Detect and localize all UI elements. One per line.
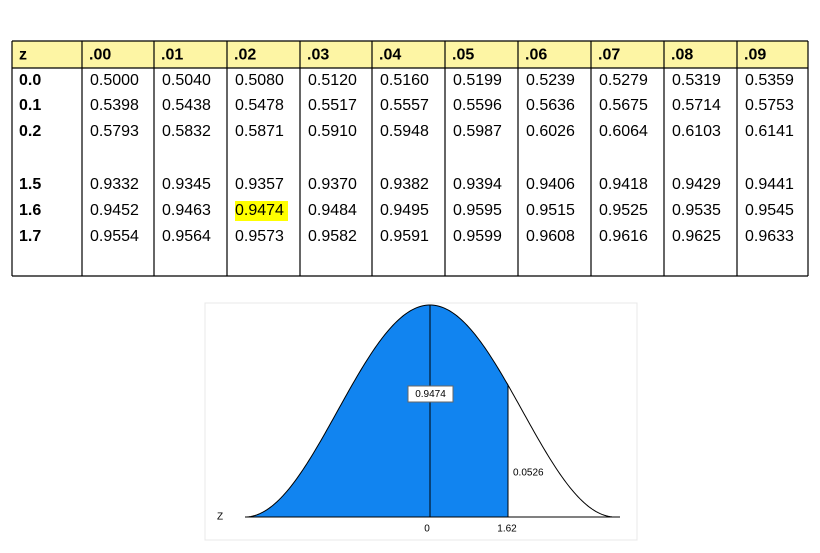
row-header: 0.0 (19, 72, 41, 89)
table-cell: 0.9345 (162, 176, 211, 193)
table-cell: 0.9625 (672, 228, 721, 245)
table-cell: 0.9332 (90, 176, 139, 193)
table-cell: 0.5793 (90, 123, 139, 140)
axis-label: Z (217, 512, 223, 523)
table-cell: 0.9535 (672, 202, 721, 219)
highlight (235, 201, 288, 221)
row-header: 1.6 (19, 202, 41, 219)
table-cell: 0.9595 (453, 202, 502, 219)
table-cell: 0.9382 (380, 176, 429, 193)
table-cell: 0.9484 (308, 202, 357, 219)
tick-label: 0 (424, 524, 430, 535)
table-cell: 0.5080 (235, 72, 284, 89)
header-background (12, 41, 808, 68)
table-cell: 0.5160 (380, 72, 429, 89)
column-header: .07 (598, 47, 620, 64)
table-cell: 0.6064 (599, 123, 648, 140)
row-header: 0.1 (19, 97, 41, 114)
column-header: .06 (525, 47, 547, 64)
table-cell: 0.9357 (235, 176, 284, 193)
table-cell: 0.5398 (90, 97, 139, 114)
table-cell: 0.6026 (526, 123, 575, 140)
column-header: .08 (671, 47, 693, 64)
column-header: .09 (744, 47, 766, 64)
table-cell: 0.9429 (672, 176, 721, 193)
table-cell: 0.5239 (526, 72, 575, 89)
row-header: 0.2 (19, 123, 41, 140)
row-header: 1.7 (19, 228, 41, 245)
table-cell: 0.5714 (672, 97, 721, 114)
table-cell: 0.5000 (90, 72, 139, 89)
table-cell: 0.5832 (162, 123, 211, 140)
table-cell: 0.9394 (453, 176, 502, 193)
table-cell: 0.9633 (745, 228, 794, 245)
table-cell: 0.9525 (599, 202, 648, 219)
table-cell: 0.9463 (162, 202, 211, 219)
area-label-box (407, 385, 454, 403)
table-cell: 0.9452 (90, 202, 139, 219)
table-cell: 0.5517 (308, 97, 357, 114)
area-right-label: 0.0526 (513, 468, 544, 479)
table-cell: 0.9564 (162, 228, 211, 245)
table-cell: 0.5120 (308, 72, 357, 89)
column-header: .04 (379, 47, 401, 64)
table-cell: 0.9582 (308, 228, 357, 245)
table-cell: 0.5199 (453, 72, 502, 89)
z-table: z .00 .01 .02 .03 .04 .05 .06 .07 .08 .09 0.0 0.5000… (11, 40, 809, 277)
table-cell: 0.5279 (599, 72, 648, 89)
table-cell: 0.5948 (380, 123, 429, 140)
table-cell: 0.9591 (380, 228, 429, 245)
table-cell: 0.9515 (526, 202, 575, 219)
table-cell: 0.5871 (235, 123, 284, 140)
column-header: .00 (89, 47, 111, 64)
row-header: 1.5 (19, 176, 41, 193)
table-cell: 0.5675 (599, 97, 648, 114)
table-cell: 0.9495 (380, 202, 429, 219)
tick-label: 1.62 (497, 524, 517, 535)
table-cell: 0.9616 (599, 228, 648, 245)
table-cell: 0.9545 (745, 202, 794, 219)
column-header: .05 (452, 47, 474, 64)
column-header: .02 (234, 47, 256, 64)
table-cell: 0.5753 (745, 97, 794, 114)
table-cell: 0.5636 (526, 97, 575, 114)
table-cell: 0.9418 (599, 176, 648, 193)
table-cell: 0.9406 (526, 176, 575, 193)
tail-area (507, 383, 616, 518)
normal-curve-diagram: 0.9474 0.0526 Z 0 1.62 (204, 302, 638, 541)
table-cell: 0.5596 (453, 97, 502, 114)
table-cell: 0.9608 (526, 228, 575, 245)
table-cell: 0.9441 (745, 176, 794, 193)
area-left-label: 0.9474 (415, 389, 446, 400)
table-cell: 0.6103 (672, 123, 721, 140)
table-cell: 0.5910 (308, 123, 357, 140)
shaded-area (244, 304, 509, 518)
column-header: .01 (161, 47, 183, 64)
table-cell: 0.5040 (162, 72, 211, 89)
table-cell: 0.6141 (745, 123, 794, 140)
table-cell: 0.9599 (453, 228, 502, 245)
table-cell: 0.5478 (235, 97, 284, 114)
table-cell: 0.9370 (308, 176, 357, 193)
table-cell: 0.9554 (90, 228, 139, 245)
table-cell: 0.5987 (453, 123, 502, 140)
column-header: .03 (307, 47, 329, 64)
table-cell: 0.9474 (235, 202, 284, 219)
column-header: z (19, 47, 27, 64)
table-cell: 0.5319 (672, 72, 721, 89)
table-cell: 0.5557 (380, 97, 429, 114)
table-cell: 0.5438 (162, 97, 211, 114)
table-cell: 0.9573 (235, 228, 284, 245)
table-cell: 0.5359 (745, 72, 794, 89)
